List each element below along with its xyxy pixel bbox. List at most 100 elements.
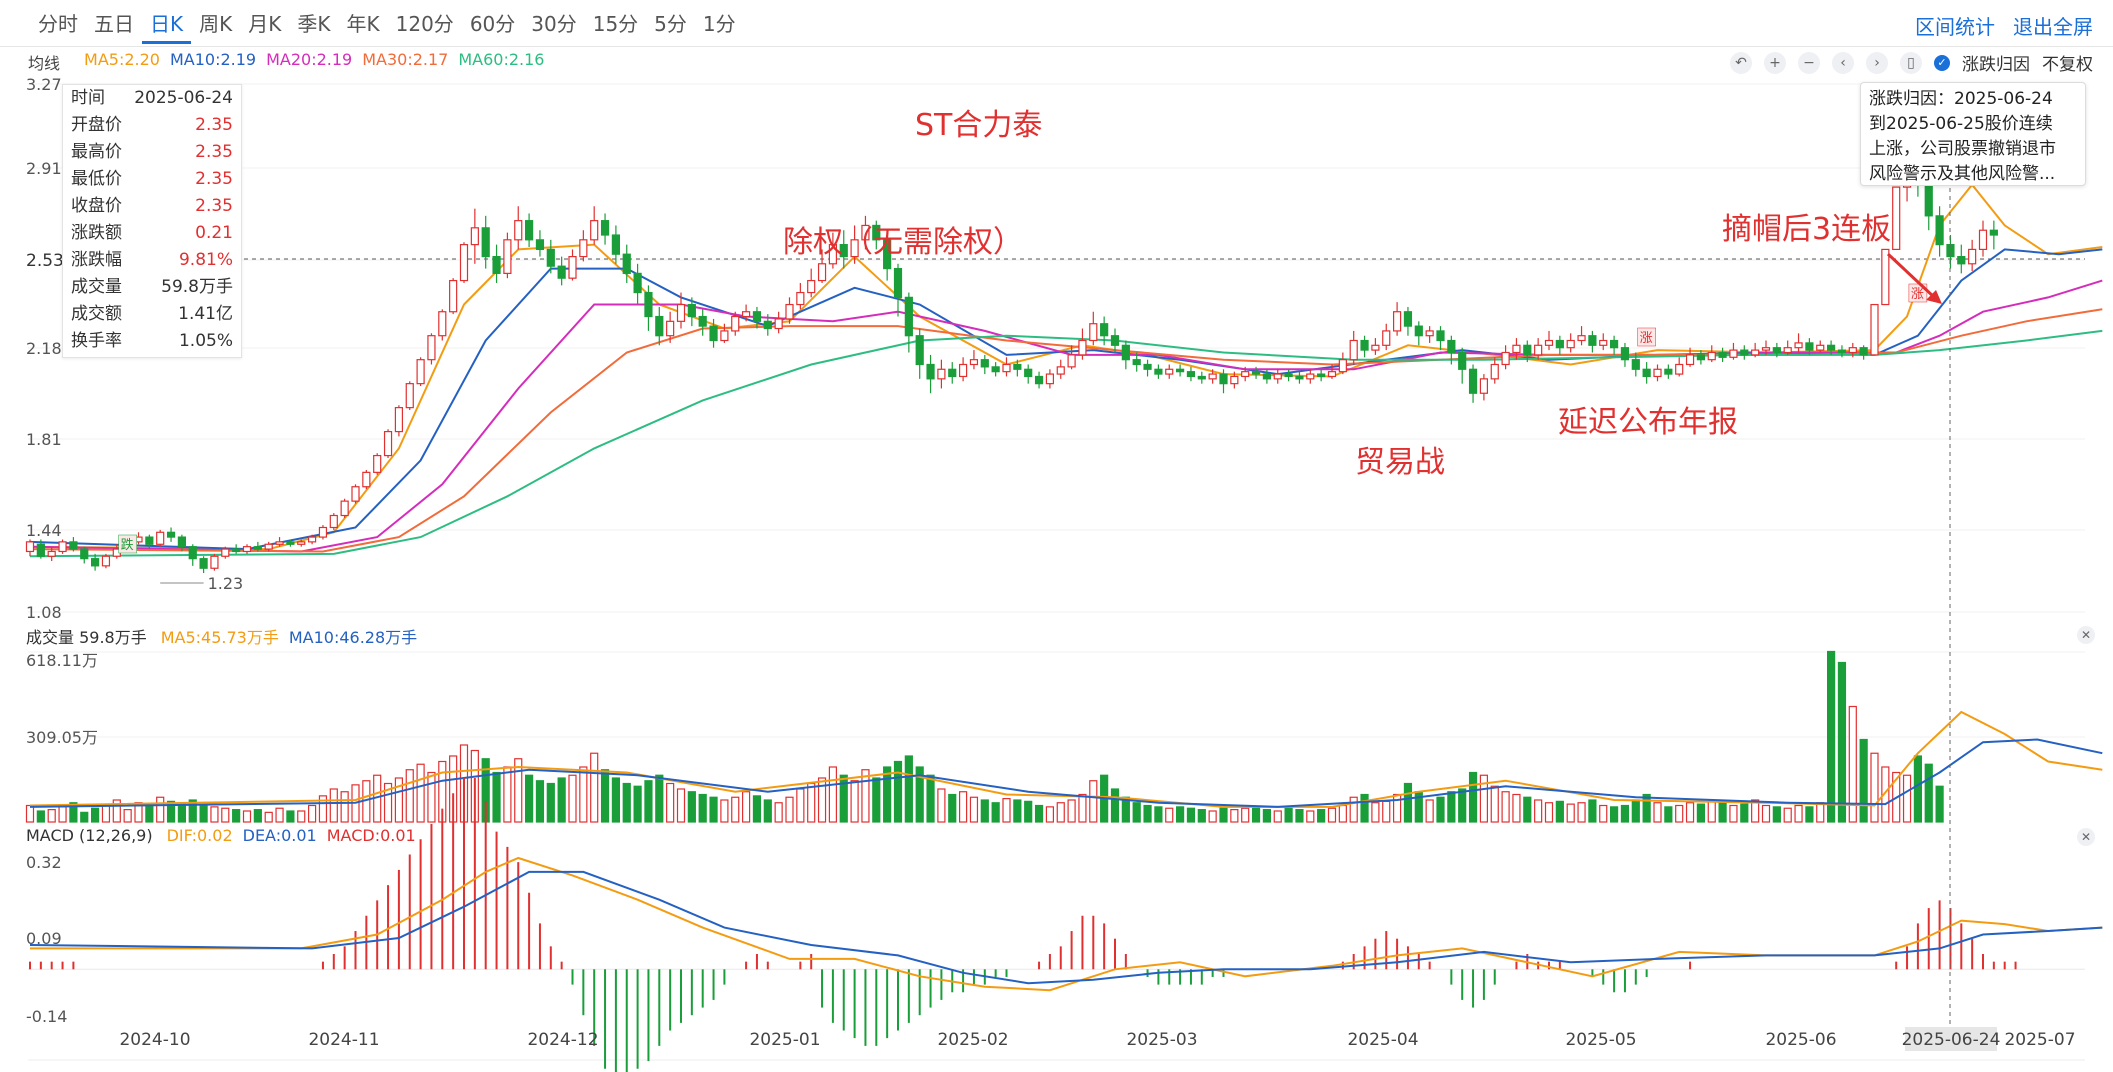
candle-body [1892,186,1901,251]
volume-bar [926,774,935,823]
candle-body [1034,375,1044,385]
candle-body [731,315,740,332]
volume-bar [123,809,132,823]
info-row: 换手率 1.05% [63,328,241,355]
volume-bar [1924,763,1933,823]
volume-bar [828,766,838,823]
candle-body [861,224,870,241]
x-tick-label: 2024-10 [119,1030,190,1050]
candle-body [1577,335,1586,342]
candle-body [1067,354,1076,368]
candle-body [937,368,946,380]
volume-ma5-line [29,710,2103,808]
tab-120分[interactable]: 120分 [395,12,454,36]
zoom-out-icon[interactable]: − [1798,51,1820,74]
tab-月K[interactable]: 月K [248,12,282,36]
tab-周K[interactable]: 周K [199,12,233,36]
candle-body [1957,256,1966,265]
zoom-in-icon[interactable]: + [1764,51,1786,74]
candle-body [1826,344,1836,351]
volume-bar [1219,807,1228,823]
candle-body [1089,323,1098,342]
event-badge [1637,327,1656,347]
candle-body [449,279,458,313]
close-macd-icon[interactable]: ✕ [2077,828,2095,846]
volume-bar [90,807,100,823]
undo-icon[interactable]: ↶ [1730,51,1752,74]
volume-bar [1154,806,1163,823]
volume-bar [1848,705,1857,823]
tab-日K[interactable]: 日K [142,9,192,44]
volume-bar [1881,766,1890,823]
macd-tick-label: 0.32 [26,853,62,872]
tab-30分[interactable]: 30分 [531,12,577,36]
candle-body [90,558,100,567]
candle-body [828,244,838,265]
volume-bar [1783,807,1792,823]
range-stats-link[interactable]: 区间统计 [1915,15,1995,39]
volume-bar [394,777,403,823]
candle-body [1566,339,1575,349]
candle-body [1599,339,1608,346]
volume-bar [1327,807,1337,823]
reason-toggle-label[interactable]: 涨跌归因 [1962,55,2030,75]
ma-legend-title: 均线 [28,54,61,73]
candle-body [351,486,360,502]
fullscreen-icon[interactable]: ▯ [1900,51,1922,74]
price-tick-label: 1.08 [26,603,62,622]
candle-body [1501,351,1510,366]
period-tab-bar: 分时 五日 日K 周K 月K 季K 年K 120分 60分 30分 15分 5分 1分 区间统计 退出全… [0,0,2113,47]
volume-legend: 成交量 59.8万手 MA5:45.73万手 MA10:46.28万手 [26,624,417,648]
volume-bar [1360,793,1369,823]
tab-60分[interactable]: 60分 [469,12,516,36]
info-row: 最高价 2.35 [63,139,241,166]
close-volume-icon[interactable]: ✕ [2077,626,2095,644]
tab-1分[interactable]: 1分 [702,12,736,36]
volume-bar [492,771,501,823]
exit-fullscreen-link[interactable]: 退出全屏 [2013,15,2093,39]
volume-bar [1034,804,1044,823]
candle-body [318,526,328,538]
candle-body [199,558,208,569]
check-icon[interactable]: ✓ [1934,54,1950,71]
candle-body [980,359,989,368]
volume-bar [1165,807,1174,823]
candle-body [807,279,816,294]
volume-bar [958,791,968,823]
candle-body [579,239,588,258]
volume-bar [242,810,252,823]
annotation-ex-rights: 除权（无需除权） [783,225,1023,260]
volume-bar [514,758,523,823]
annotation-arrow-line [1886,252,1937,300]
tab-分时[interactable]: 分时 [38,12,78,36]
volume-bar [1696,803,1706,823]
tab-五日[interactable]: 五日 [94,12,134,36]
candle-body [1230,375,1239,385]
right-icon[interactable]: › [1866,51,1888,74]
tab-15分[interactable]: 15分 [592,12,639,36]
candle-body [741,311,751,318]
current-price-label: 2.53 [26,251,64,271]
adjust-select[interactable]: 不复权 [2042,55,2093,75]
volume-bar [1577,802,1586,823]
volume-bar [1186,807,1196,823]
candle-body [1479,378,1489,394]
x-tick-label: 2025-06-24 [1902,1030,2001,1050]
candle-body [1143,363,1152,370]
volume-bar [1056,802,1065,823]
candle-body [405,383,414,409]
tab-季K[interactable]: 季K [297,12,331,36]
candle-body [1718,351,1727,358]
candle-body [1989,229,1998,236]
left-icon[interactable]: ‹ [1832,51,1854,74]
volume-bar [1251,806,1261,823]
candle-body [177,536,186,548]
volume-bar [557,777,566,823]
candle-body [188,546,197,560]
candle-body [1002,363,1011,373]
volume-bar [1588,799,1597,823]
volume-bar [112,799,121,823]
tab-5分[interactable]: 5分 [654,12,687,36]
ma-legend-item: MA10:2.19 [169,50,257,69]
tab-年K[interactable]: 年K [346,12,380,36]
